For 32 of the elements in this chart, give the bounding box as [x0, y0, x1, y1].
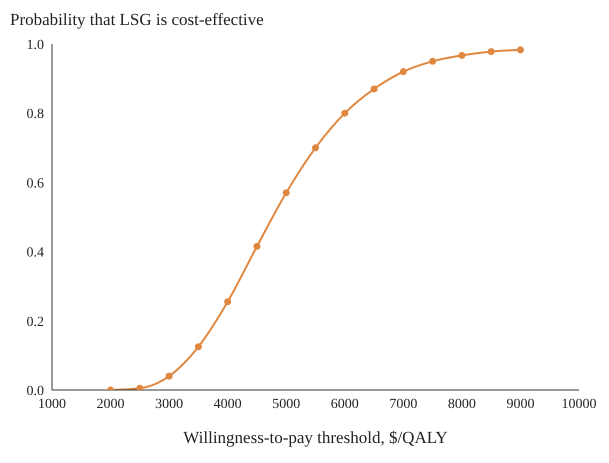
y-tick-label: 1.0: [26, 38, 44, 53]
point: [282, 189, 290, 196]
x-tick-label: 6000: [330, 396, 359, 412]
x-tick-label: 8000: [448, 396, 476, 412]
y-tick-label: 0.6: [26, 176, 44, 192]
point: [400, 68, 407, 76]
point: [370, 85, 378, 92]
point: [488, 48, 495, 56]
x-tick-label: 2000: [96, 396, 125, 412]
x-tick-label: 4000: [214, 396, 242, 412]
x-tick-label: 9000: [506, 396, 534, 412]
chart-title: Probability that LSG is cost-effective: [10, 10, 264, 30]
point: [166, 372, 173, 380]
x-tick-label: 7000: [389, 396, 418, 412]
x-tick-label: 5000: [272, 396, 300, 412]
x-axis-title: Willingness-to-pay threshold, $/QALY: [182, 428, 449, 448]
x-tick-label: 10000: [562, 396, 596, 412]
y-tick-label: 0.2: [26, 314, 44, 330]
point: [458, 52, 466, 59]
point: [194, 343, 202, 350]
y-tick-label: 0.0: [26, 384, 44, 399]
x-tick-label: 1000: [38, 396, 66, 412]
point: [516, 46, 524, 54]
x-tick-label: 3000: [155, 396, 184, 412]
point: [224, 298, 232, 306]
point: [312, 144, 319, 152]
point: [429, 58, 436, 65]
point: [253, 242, 260, 250]
point: [136, 384, 144, 390]
y-tick-label: 0.8: [26, 107, 44, 122]
point: [341, 110, 348, 117]
y-tick-label: 0.4: [26, 246, 44, 261]
